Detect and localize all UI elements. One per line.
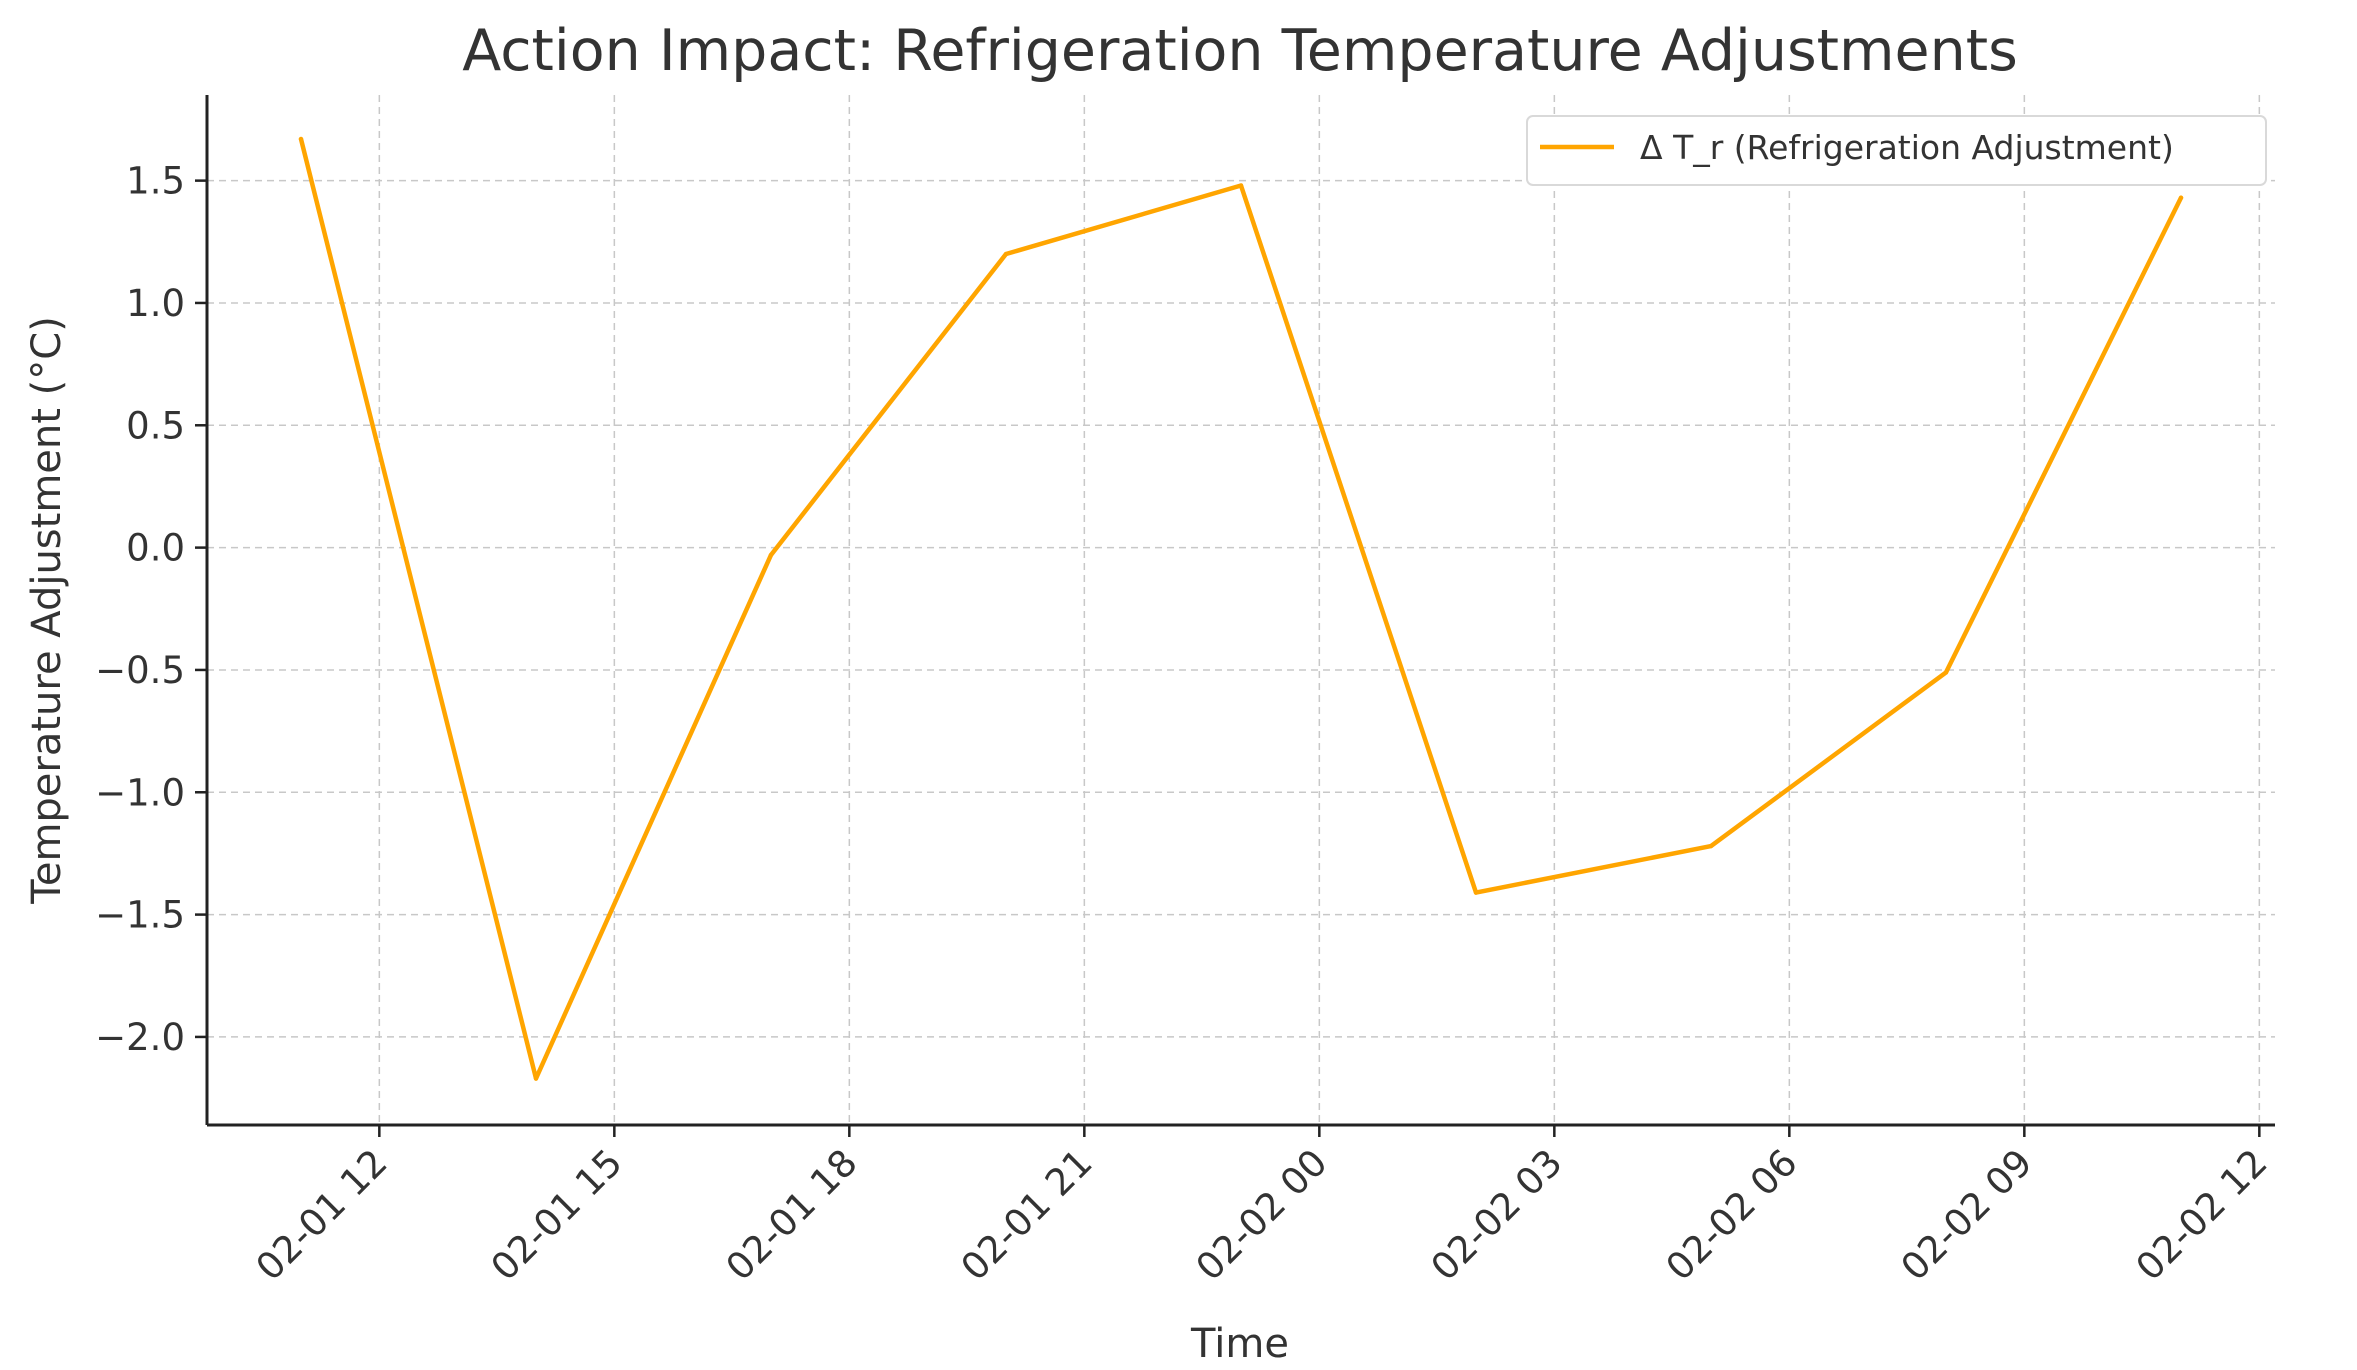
data-point: [1708, 843, 1714, 849]
x-tick-label: 02-02 09: [1893, 1141, 2041, 1289]
y-tick-label: −1.0: [95, 771, 185, 814]
x-tick-label: 02-02 06: [1658, 1141, 1806, 1289]
data-point: [533, 1076, 539, 1081]
x-tick-label: 02-01 18: [718, 1141, 866, 1289]
y-tick-label: −2.0: [95, 1016, 185, 1059]
data-point: [768, 552, 774, 558]
x-tick-label: 02-02 03: [1423, 1141, 1571, 1289]
x-tick-label: 02-02 00: [1188, 1141, 1336, 1289]
x-tick-label: 02-01 12: [248, 1141, 396, 1289]
data-point: [1473, 890, 1479, 895]
y-tick-label: 0.0: [126, 527, 185, 570]
chart-title: Action Impact: Refrigeration Temperature…: [462, 18, 2018, 84]
grid-layer: [207, 95, 2275, 1125]
data-point: [1003, 251, 1009, 257]
y-tick-label: 0.5: [126, 404, 185, 447]
data-point: [1238, 183, 1244, 188]
x-tick-label: 02-02 12: [2128, 1141, 2276, 1289]
series-line: [298, 136, 2184, 1081]
data-point: [298, 136, 304, 142]
legend-label: Δ T_r (Refrigeration Adjustment): [1640, 128, 2174, 167]
legend-box: [1526, 115, 2267, 186]
x-tick-label: 02-01 15: [483, 1141, 631, 1289]
data-point: [1943, 670, 1949, 675]
x-tick-label: 02-01 21: [953, 1141, 1101, 1289]
y-tick-label: 1.0: [126, 282, 185, 325]
y-tick-label: −1.5: [95, 894, 185, 937]
y-axis-label: Temperature Adjustment (°C): [24, 316, 70, 905]
data-point: [2178, 195, 2184, 200]
y-tick-label: −0.5: [95, 649, 185, 692]
series-layer: [298, 136, 2184, 1081]
x-axis-label: Time: [1190, 1321, 1289, 1367]
axes-layer: 1.5 1.0 0.5 0.0 −0.5 −1.0 −1.5 −2.0 02-01 12 02-0…: [95, 95, 2276, 1289]
legend: Δ T_r (Refrigeration Adjustment): [1526, 115, 2267, 186]
y-tick-label: 1.5: [126, 160, 185, 203]
